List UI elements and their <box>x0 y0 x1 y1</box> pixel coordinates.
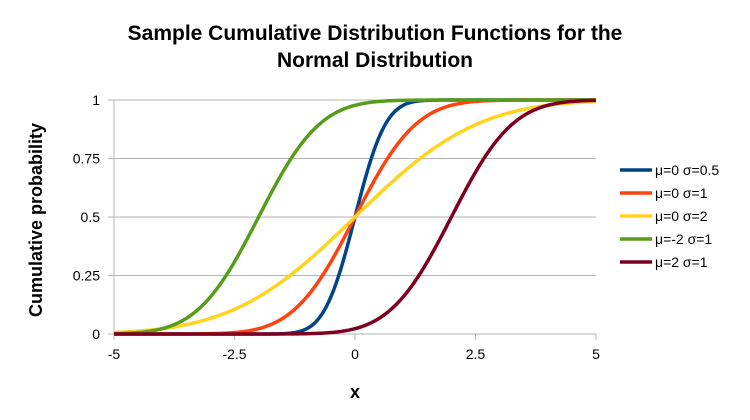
x-tick-label-3: 2.5 <box>466 346 486 362</box>
chart-title-line-2: Normal Distribution <box>276 49 473 72</box>
x-tick-label-1: -2.5 <box>222 346 246 362</box>
legend-label-0: μ=0 σ=0.5 <box>655 162 719 178</box>
legend-label-1: μ=0 σ=1 <box>655 185 708 201</box>
series-line-3 <box>113 98 597 336</box>
y-tick-label-4: 1 <box>92 92 100 108</box>
legend: μ=0 σ=0.5 μ=0 σ=1 μ=0 σ=2 μ=-2 σ=1 μ=2 σ=1 <box>620 162 719 270</box>
y-tick-label-1: 0.25 <box>73 268 100 284</box>
x-tick-label-4: 5 <box>592 346 600 362</box>
legend-label-2: μ=0 σ=2 <box>655 208 708 224</box>
legend-label-4: μ=2 σ=1 <box>655 254 708 270</box>
tick-labels: 0 0.25 0.5 0.75 1 -5 -2.5 0 2.5 5 <box>73 92 600 362</box>
x-axis-title: x <box>350 382 360 402</box>
y-tick-label-2: 0.5 <box>81 209 101 225</box>
series-lines <box>113 98 597 336</box>
y-axis-title: Cumulative probability <box>26 123 46 317</box>
y-tick-label-3: 0.75 <box>73 151 100 167</box>
chart-title-line-1: Sample Cumulative Distribution Functions… <box>127 22 623 45</box>
series-line-4 <box>113 98 597 336</box>
legend-label-3: μ=-2 σ=1 <box>655 231 712 247</box>
grid-lines <box>114 99 596 276</box>
x-tick-label-0: -5 <box>108 346 121 362</box>
series-line-2 <box>113 99 597 335</box>
x-tick-label-2: 0 <box>351 346 359 362</box>
y-tick-label-0: 0 <box>92 326 100 342</box>
